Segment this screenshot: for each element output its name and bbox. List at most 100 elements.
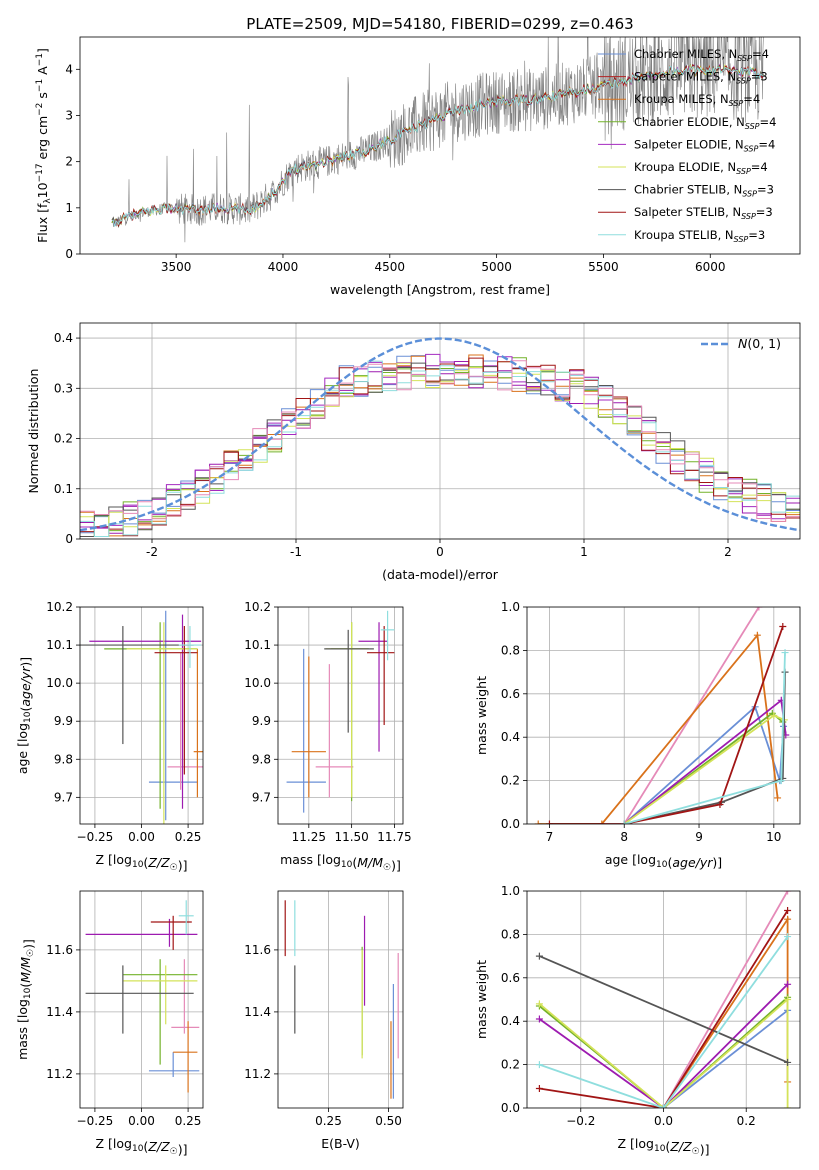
y-tick-label: 0.2 [501, 774, 520, 788]
plus-marker [535, 1084, 543, 1092]
y-tick-label: 11.2 [244, 1067, 271, 1081]
x-tick-label: 0.00 [128, 1114, 155, 1128]
legend-label: Salpeter ELODIE, NSSP=4 [634, 137, 775, 153]
plus-marker [535, 1015, 543, 1023]
x-tick-label: 0.00 [128, 830, 155, 844]
plus-marker [716, 800, 724, 808]
plus-marker [774, 794, 782, 802]
normal-curve [80, 337, 800, 532]
x-tick-label: 10 [766, 830, 781, 844]
observed-spectrum-line [112, 37, 764, 243]
plot-area [80, 891, 203, 1108]
y-tick-label: 0 [65, 247, 73, 261]
y-tick-label: 9.7 [252, 790, 271, 804]
panel-residuals: -2 -1 0 1 2 0 0.1 0.2 0.3 0.4 (data-model)/error No… [26, 322, 801, 582]
x-tick-label: 0.0 [654, 1114, 673, 1128]
legend-label: Salpeter MILES, NSSP=3 [634, 70, 768, 86]
panel-weight-vs-age: 7 8 9 10 0.0 0.2 0.4 0.6 0.8 1.0 age [log10(age/yr… [474, 600, 801, 870]
x-axis-label: (data-model)/error [382, 567, 499, 582]
y-tick-label: 11.6 [244, 943, 271, 957]
plus-marker [534, 820, 542, 824]
y-tick-label: 0.4 [501, 1014, 520, 1028]
x-tick-label: 2 [724, 545, 732, 559]
y-tick-label: 10.2 [46, 600, 73, 614]
plus-marker [535, 1061, 543, 1069]
model-spectrum-line [111, 66, 764, 227]
plot-area [527, 891, 800, 1108]
y-tick-label: 1.0 [501, 600, 520, 614]
x-tick-label: 11.75 [377, 830, 411, 844]
plus-marker [753, 631, 761, 639]
x-axis-label: mass [log10(M/M☉)] [280, 852, 401, 873]
y-tick-label: 9.8 [252, 752, 271, 766]
y-tick-label: 11.6 [46, 943, 73, 957]
panel-weight-vs-Z: −0.2 0.0 0.2 0.0 0.2 0.4 0.6 0.8 1.0 Z [log10(Z/Z… [474, 884, 801, 1157]
y-tick-label: 1 [65, 201, 73, 215]
axes-frame [277, 890, 404, 1109]
y-axis-label: mass weight [474, 676, 489, 755]
y-tick-label: 9.8 [54, 752, 73, 766]
weight-line [538, 983, 789, 1108]
x-tick-label: 6000 [695, 260, 726, 274]
legend-label: Chabrier ELODIE, NSSP=4 [634, 115, 776, 131]
x-tick-label: −0.25 [77, 830, 114, 844]
x-tick-label: 0.25 [315, 1114, 342, 1128]
y-tick-label: 0.8 [501, 643, 520, 657]
y-axis-label: Flux [fλ10−17 erg cm−2 s−1 A−1] [35, 48, 53, 243]
y-tick-label: 10.0 [46, 676, 73, 690]
legend-label: Chabrier MILES, NSSP=4 [634, 47, 769, 63]
x-tick-label: 3500 [161, 260, 192, 274]
x-axis-label: wavelength [Angstrom, rest frame] [330, 282, 550, 297]
y-tick-label: 10.1 [244, 638, 271, 652]
y-tick-label: 0.3 [54, 381, 73, 395]
axes-frame [79, 36, 801, 255]
weight-line [662, 891, 789, 1108]
y-axis-label: Normed distribution [26, 369, 41, 494]
y-tick-label: 0.8 [501, 927, 520, 941]
x-tick-label: -1 [290, 545, 302, 559]
y-tick-label: 0.6 [501, 687, 520, 701]
plus-marker [784, 1104, 792, 1108]
plot-area [527, 607, 800, 824]
y-tick-label: 10.1 [46, 638, 73, 652]
x-tick-label: 5000 [481, 260, 512, 274]
x-tick-label: −0.25 [77, 1114, 114, 1128]
panel-age-vs-Z: −0.25 0.00 0.25 9.7 9.8 9.9 10.0 10.1 10.2 Z [log… [15, 600, 204, 873]
y-tick-label: 0.6 [501, 971, 520, 985]
y-tick-label: 0.0 [501, 1101, 520, 1115]
plus-marker [535, 1000, 543, 1008]
axes-frame [526, 606, 801, 825]
plus-marker [784, 933, 792, 941]
x-tick-label: 0 [436, 545, 444, 559]
weight-line [538, 996, 789, 1108]
plus-marker [535, 952, 543, 960]
x-tick-label: 11.25 [292, 830, 326, 844]
weight-line [662, 1009, 789, 1108]
y-axis-label: age [log10(age/yr)] [15, 657, 33, 774]
figure-title: PLATE=2509, MJD=54180, FIBERID=0299, z=0… [246, 15, 633, 33]
weight-line [539, 910, 789, 1108]
y-tick-label: 0.2 [501, 1058, 520, 1072]
legend-label: Chabrier STELIB, NSSP=3 [634, 183, 774, 199]
x-tick-label: 0.50 [375, 1114, 402, 1128]
plot-area [111, 37, 764, 243]
weight-line [538, 997, 789, 1108]
histogram-series [80, 360, 800, 537]
y-tick-label: 0.2 [54, 432, 73, 446]
plus-marker [770, 712, 778, 719]
x-tick-label: -2 [146, 545, 158, 559]
plus-marker [777, 777, 785, 785]
x-tick-label: 5500 [588, 260, 619, 274]
y-tick-label: 0.1 [54, 482, 73, 496]
panel-spectrum: 3500 4000 4500 5000 5500 6000 0 1 2 3 4 wavelength … [35, 36, 801, 297]
y-tick-label: 10.0 [244, 676, 271, 690]
y-tick-label: 11.4 [244, 1005, 271, 1019]
weight-line [623, 652, 786, 824]
y-tick-label: 11.2 [46, 1067, 73, 1081]
x-tick-label: 7 [546, 830, 554, 844]
x-tick-label: 4000 [268, 260, 299, 274]
weight-line [549, 626, 784, 824]
plus-marker [779, 623, 787, 631]
y-tick-label: 10.2 [244, 600, 271, 614]
